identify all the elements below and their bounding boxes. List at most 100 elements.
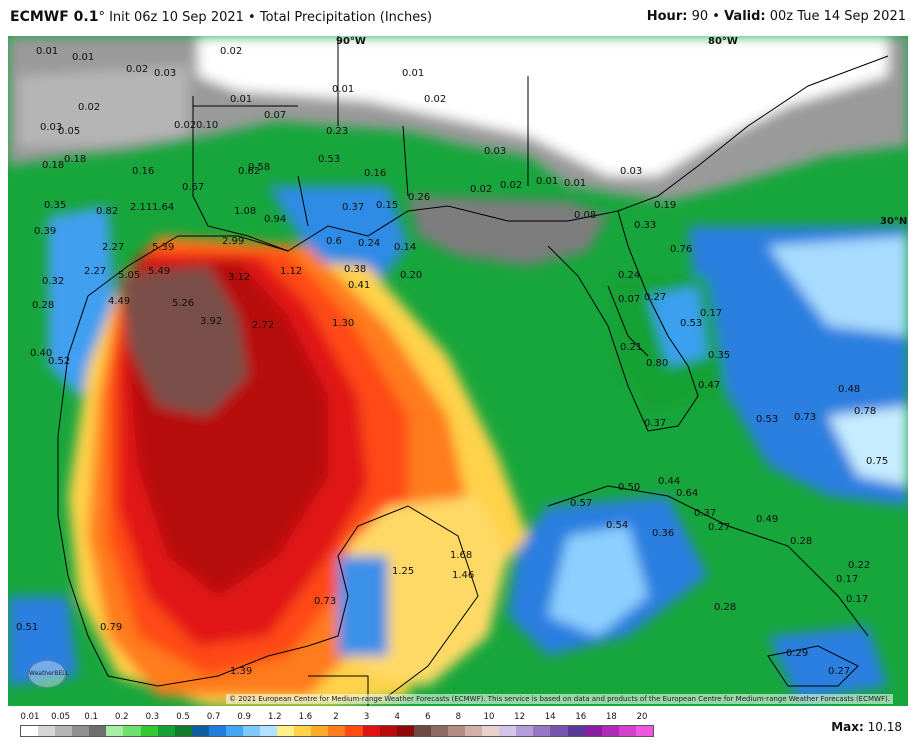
- legend-color-bar: [20, 725, 654, 737]
- legend-swatch: [584, 726, 602, 736]
- value-label: 5.26: [172, 298, 194, 309]
- init-time: Init 06z 10 Sep 2021: [109, 10, 244, 25]
- value-label: 0.53: [318, 154, 340, 165]
- model-name: ECMWF 0.1: [10, 9, 99, 25]
- value-label: 0.02: [78, 102, 100, 113]
- coastlines: [57, 36, 889, 706]
- value-label: 0.01: [230, 94, 252, 105]
- value-label: 0.02: [174, 120, 196, 131]
- value-label: 0.14: [394, 242, 416, 253]
- legend-swatch: [123, 726, 141, 736]
- value-label: 2.27: [102, 242, 124, 253]
- value-label: 0.35: [708, 350, 730, 361]
- value-label: 0.76: [670, 244, 692, 255]
- separator: •: [712, 9, 720, 24]
- legend-swatch: [243, 726, 261, 736]
- legend-tick-label: 1.6: [298, 712, 313, 722]
- value-label: 0.22: [848, 560, 870, 571]
- legend-swatch: [225, 726, 244, 736]
- value-label: 0.15: [376, 200, 398, 211]
- value-label: 0.82: [96, 206, 118, 217]
- value-label: 0.64: [676, 488, 698, 499]
- value-label: 2.11: [130, 202, 152, 213]
- legend-tick-label: 0.2: [115, 712, 129, 722]
- legend-swatch: [89, 726, 107, 736]
- value-label: 0.35: [44, 200, 66, 211]
- max-value-display: Max: 10.18: [831, 720, 902, 734]
- value-label: 0.73: [314, 596, 336, 607]
- value-label: 0.01: [402, 68, 424, 79]
- legend-tick-label: 6: [425, 712, 431, 722]
- legend-swatch: [499, 726, 517, 736]
- legend-swatch: [106, 726, 124, 736]
- value-label: 0.94: [264, 214, 286, 225]
- value-label: 0.37: [694, 508, 716, 519]
- value-label: 0.62: [238, 166, 260, 177]
- legend-swatch: [635, 726, 653, 736]
- value-label: 0.03: [620, 166, 642, 177]
- value-label: 0.80: [646, 358, 668, 369]
- legend-swatch: [21, 726, 39, 736]
- legend-tick-label: 16: [575, 712, 587, 722]
- value-label: 0.24: [618, 270, 640, 281]
- legend-swatch: [72, 726, 90, 736]
- value-label: 0.03: [154, 68, 176, 79]
- value-label: 0.27: [828, 666, 850, 677]
- value-label: 0.26: [408, 192, 430, 203]
- legend-tick-label: 0.7: [206, 712, 221, 722]
- legend-tick-label: 14: [544, 712, 556, 722]
- value-label: 0.01: [332, 84, 354, 95]
- value-label: 2.99: [222, 236, 244, 247]
- logo-text: WeatherBELL: [29, 670, 69, 677]
- longitude-label: 80°W: [708, 36, 738, 47]
- legend-swatch: [482, 726, 500, 736]
- legend-tick-label: 20: [636, 712, 648, 722]
- value-label: 0.50: [618, 482, 640, 493]
- value-label: 0.20: [400, 270, 422, 281]
- value-label: 1.12: [280, 266, 302, 277]
- legend-swatch: [379, 726, 397, 736]
- legend-tick-label: 0.5: [176, 712, 190, 722]
- value-label: 0.32: [42, 276, 64, 287]
- value-label: 0.02: [126, 64, 148, 75]
- value-label: 0.07: [618, 294, 640, 305]
- value-label: 0.18: [64, 154, 86, 165]
- precip-field: [8, 36, 908, 706]
- weatherbell-logo: WeatherBELL: [28, 660, 69, 688]
- value-label: 1.25: [392, 566, 414, 577]
- legend-swatch: [396, 726, 414, 736]
- value-label: 0.6: [326, 236, 342, 247]
- value-label: 0.75: [866, 456, 888, 467]
- value-label: 1.68: [450, 550, 472, 561]
- degree-symbol: °: [98, 10, 105, 25]
- value-label: 0.33: [634, 220, 656, 231]
- longitude-label: 90°W: [336, 36, 366, 47]
- legend-tick-label: 0.1: [84, 712, 98, 722]
- legend-tick-label: 12: [514, 712, 526, 722]
- legend-tick-label: 8: [455, 712, 462, 722]
- value-label: 0.52: [48, 356, 70, 367]
- legend-swatch: [55, 726, 73, 736]
- map-title: ECMWF 0.1° Init 06z 10 Sep 2021 • Total …: [10, 9, 432, 25]
- legend-tick-label: 0.05: [51, 712, 71, 722]
- legend-tick-label: 10: [483, 712, 495, 722]
- valid-time-info: Hour: 90 • Valid: 00z Tue 14 Sep 2021: [647, 9, 906, 24]
- legend-tick-label: 0.01: [20, 712, 40, 722]
- legend-swatch: [157, 726, 175, 736]
- legend-ticks: 0.01 0.05 0.1 0.2 0.3 0.5 0.7 0.9 1.2 1.6 2 3 4 6 8 10 1…: [20, 712, 656, 724]
- value-label: 1.39: [230, 666, 252, 677]
- valid-time: 00z Tue 14 Sep 2021: [769, 9, 906, 24]
- value-label: 0.16: [132, 166, 154, 177]
- legend-swatch: [447, 726, 466, 736]
- value-label: 0.44: [658, 476, 680, 487]
- max-value: 10.18: [867, 720, 902, 734]
- precipitation-map: 90°W 80°W 30°N 0.01 0.01 0.02 0.03 0.02 …: [8, 36, 908, 706]
- legend-swatch: [567, 726, 585, 736]
- value-label: 0.54: [606, 520, 628, 531]
- value-label: 0.16: [364, 168, 386, 179]
- value-label: 0.02: [220, 46, 242, 57]
- legend-swatch: [516, 726, 534, 736]
- value-label: 3.12: [228, 272, 250, 283]
- legend-swatch: [465, 726, 483, 736]
- legend-swatch: [430, 726, 448, 736]
